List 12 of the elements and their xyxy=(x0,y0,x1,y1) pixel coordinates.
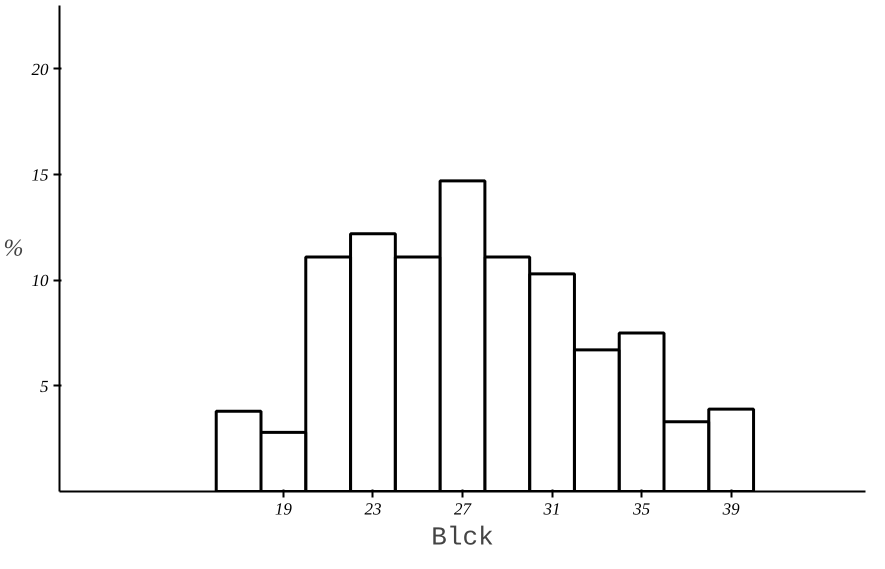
x-tick-label: 35 xyxy=(632,500,650,518)
x-axis-title: Blck xyxy=(431,522,494,552)
x-tick-label: 39 xyxy=(722,500,740,518)
x-tick-label: 23 xyxy=(364,500,382,518)
y-axis-title: % xyxy=(4,236,24,262)
x-tick-label: 27 xyxy=(454,500,472,518)
y-tick-label: 20 xyxy=(32,60,49,79)
x-tick-label: 19 xyxy=(274,500,292,518)
y-tick-label: 10 xyxy=(32,271,49,290)
y-tick-label: 5 xyxy=(40,376,48,396)
y-tick-label: 15 xyxy=(32,166,48,185)
x-tick-label: 31 xyxy=(542,500,561,518)
